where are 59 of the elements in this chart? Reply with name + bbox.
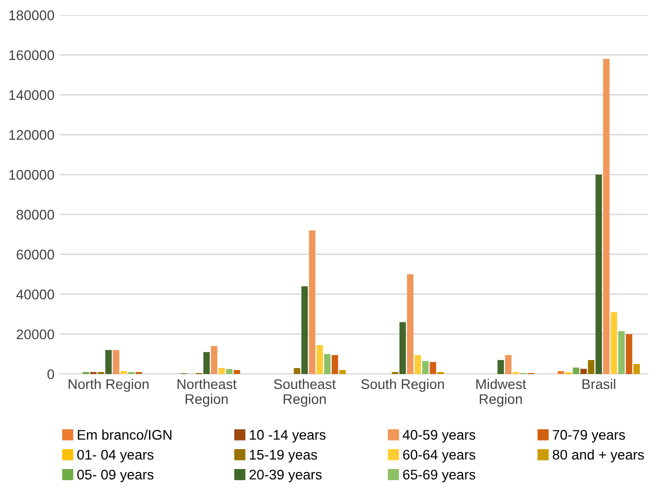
y-tick-label: 20000 [16,329,54,340]
y-tick-label: 180000 [9,10,54,20]
legend-label: 80 and + years [552,449,644,462]
bar [505,355,512,374]
bar [497,360,504,374]
bar [332,355,338,374]
legend-label: 65-69 years [403,470,476,482]
y-tick-label: 160000 [9,50,54,60]
bar [218,368,225,374]
legend-label: 15-19 yeas [250,450,318,462]
y-tick-label: 100000 [9,170,54,180]
bar [430,362,436,374]
bar [112,350,120,374]
bar [633,364,640,374]
y-tick-label: 40000 [16,290,54,300]
legend-label: 40-59 years [402,430,476,443]
y-tick-label: 120000 [9,130,54,140]
bar [324,354,331,374]
bar [596,174,602,374]
legend-label: 01- 04 years [77,450,154,462]
bar [120,371,127,374]
y-tick-label: 140000 [9,90,54,100]
y-tick-label: 0 [47,369,54,380]
bar [422,361,429,374]
legend-label: Em branco/IGN [78,430,172,440]
x-tick-label: Brasil [582,378,616,390]
bar [105,350,112,374]
bar [339,370,346,374]
bar [558,371,564,374]
bar [580,368,587,374]
legend-label: 70-79 years [552,430,625,443]
bar [407,274,414,374]
x-tick-label: Southeast Region [274,378,336,407]
bar [316,345,323,374]
bar [234,370,240,374]
bar [603,58,610,374]
x-tick-label: South Region [361,378,444,392]
bar [588,360,594,374]
x-tick-label: North Region [68,378,149,392]
y-tick-label: 60000 [16,250,54,260]
legend-label: 10 -14 years [250,430,326,443]
bar [414,355,422,374]
bar [399,322,406,374]
bar [626,334,632,374]
bar [203,352,210,374]
bar [226,369,233,374]
y-tick-label: 80000 [16,210,54,220]
legend-label: 60-64 years [403,450,476,462]
bar [618,331,625,374]
legend-label: 05- 09 years [77,470,154,482]
bar [308,230,316,374]
bar [572,368,580,374]
bar [210,346,218,374]
bar [294,368,300,374]
bar [301,286,308,374]
x-tick-label: Northeast Region [178,378,237,407]
legend-label: 20-39 years [250,470,322,482]
x-tick-label: Midwest Region [476,378,526,407]
bar [610,312,618,374]
